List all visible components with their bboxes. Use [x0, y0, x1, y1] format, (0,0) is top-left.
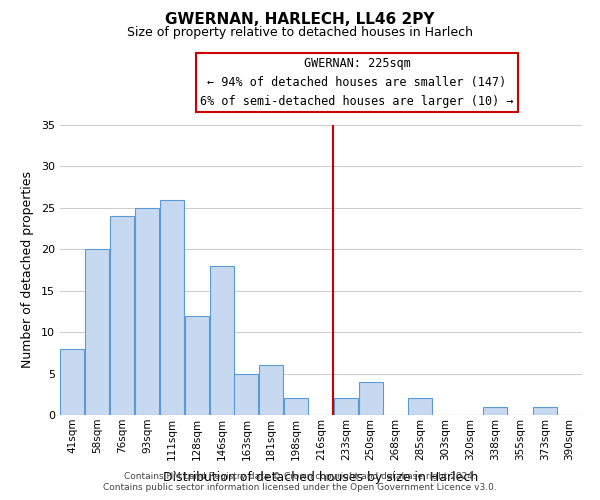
Text: Contains public sector information licensed under the Open Government Licence v3: Contains public sector information licen… [103, 484, 497, 492]
Bar [135, 208, 159, 415]
Bar [85, 250, 109, 415]
Text: GWERNAN: 225sqm
← 94% of detached houses are smaller (147)
6% of semi-detached h: GWERNAN: 225sqm ← 94% of detached houses… [200, 58, 514, 108]
Bar [483, 406, 507, 415]
Text: Contains HM Land Registry data © Crown copyright and database right 2024.: Contains HM Land Registry data © Crown c… [124, 472, 476, 481]
X-axis label: Distribution of detached houses by size in Harlech: Distribution of detached houses by size … [163, 471, 479, 484]
Y-axis label: Number of detached properties: Number of detached properties [21, 172, 34, 368]
Bar [110, 216, 134, 415]
Bar [259, 366, 283, 415]
Text: GWERNAN, HARLECH, LL46 2PY: GWERNAN, HARLECH, LL46 2PY [165, 12, 435, 28]
Bar [533, 406, 557, 415]
Bar [284, 398, 308, 415]
Bar [235, 374, 259, 415]
Bar [359, 382, 383, 415]
Text: Size of property relative to detached houses in Harlech: Size of property relative to detached ho… [127, 26, 473, 39]
Bar [61, 348, 85, 415]
Bar [160, 200, 184, 415]
Bar [185, 316, 209, 415]
Bar [209, 266, 233, 415]
Bar [409, 398, 433, 415]
Bar [334, 398, 358, 415]
